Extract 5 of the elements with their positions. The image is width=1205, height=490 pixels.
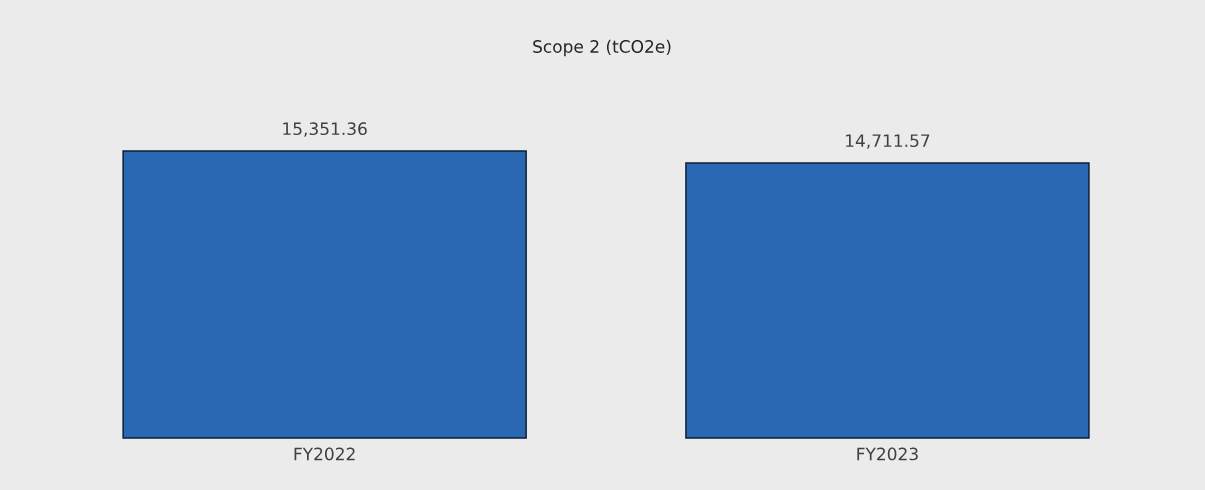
chart-title: Scope 2 (tCO2e) — [533, 39, 671, 57]
x-tick-label: FY2023 — [857, 447, 918, 461]
x-tick-label: FY2022 — [294, 447, 355, 461]
data-label: 15,351.36 — [283, 122, 367, 137]
data-label: 14,711.57 — [846, 134, 930, 149]
